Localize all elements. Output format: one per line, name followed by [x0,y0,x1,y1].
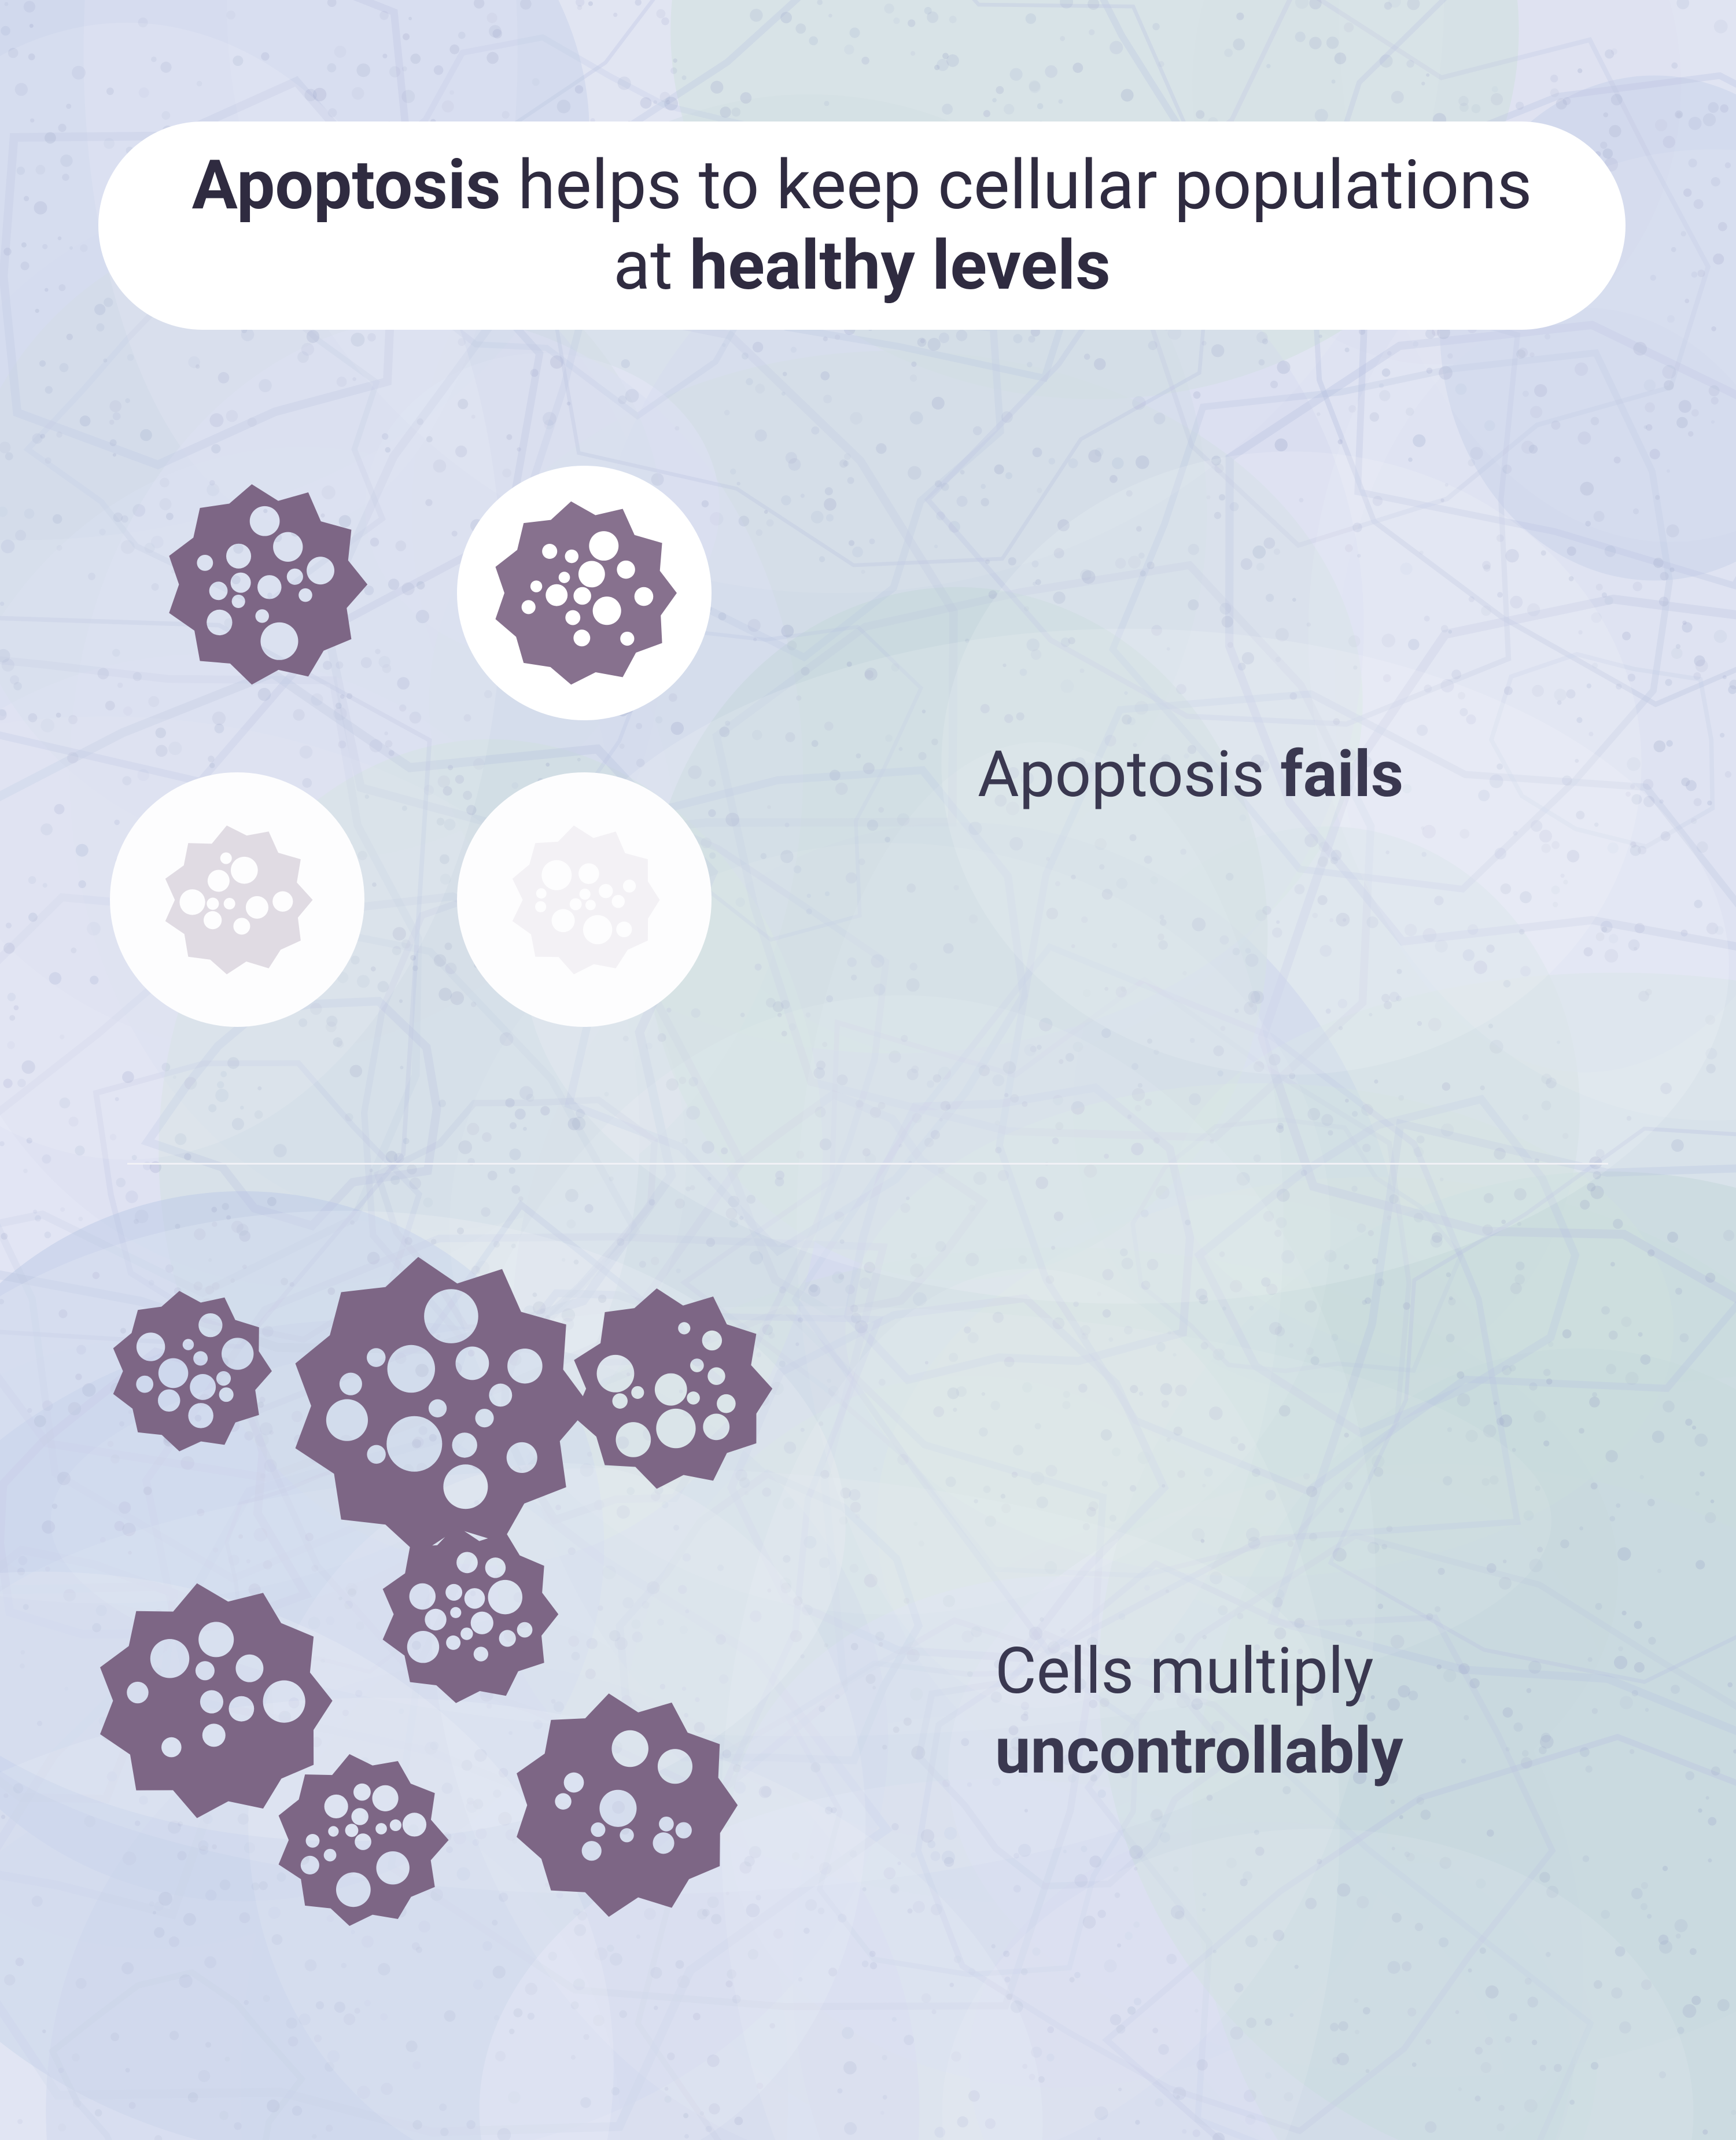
cell-layer [0,0,1736,2140]
label-cells-multiply: Cells multiplyuncontrollably [995,1631,1403,1791]
label-apoptosis-fails: Apoptosis fails [978,735,1403,815]
